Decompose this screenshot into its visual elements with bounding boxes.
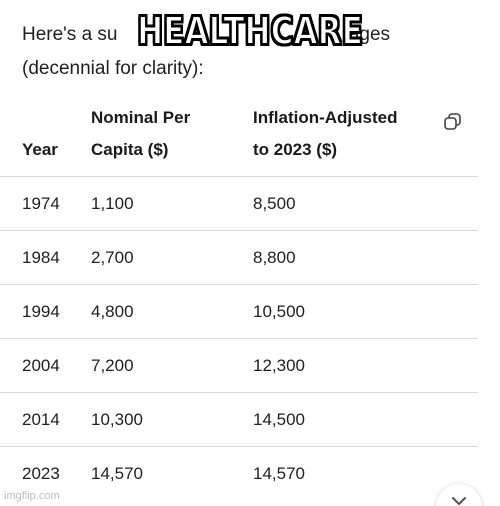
chevron-down-icon bbox=[452, 497, 466, 505]
cell-nominal: 10,300 bbox=[91, 392, 253, 447]
watermark: imgflip.com bbox=[4, 490, 60, 502]
cell-nominal: 7,200 bbox=[91, 338, 253, 393]
cell-nominal: 1,100 bbox=[91, 176, 253, 231]
cell-adjusted: 10,500 bbox=[253, 284, 478, 339]
cell-nominal: 14,570 bbox=[91, 463, 143, 483]
header-year: Year bbox=[0, 94, 91, 177]
header-inflation-adjusted: Inflation-Adjusted to 2023 ($) bbox=[253, 94, 478, 177]
cell-adjusted: 8,800 bbox=[253, 230, 478, 285]
intro-text: Here's a su rages (decennial for clarity)… bbox=[22, 18, 482, 86]
header-nominal: Nominal Per Capita ($) bbox=[91, 94, 253, 177]
cell-adjusted: 12,300 bbox=[253, 338, 478, 393]
scroll-down-button[interactable] bbox=[436, 484, 482, 506]
cell-year: 1994 bbox=[0, 284, 91, 339]
table-row: 2023 14,570 14,570 bbox=[0, 447, 478, 501]
data-table: Year Nominal Per Capita ($) Inflation-Ad… bbox=[0, 94, 478, 500]
cell-adjusted: 8,500 bbox=[253, 176, 478, 231]
cell-year: 2004 bbox=[0, 338, 91, 393]
cell-year: 1984 bbox=[0, 230, 91, 285]
cell-adjusted: 14,500 bbox=[253, 392, 478, 447]
intro-line-2: (decennial for clarity): bbox=[22, 58, 204, 79]
table-row: 1994 4,800 10,500 bbox=[0, 284, 478, 339]
cell-nominal: 4,800 bbox=[91, 284, 253, 339]
table-row: 1974 1,100 8,500 bbox=[0, 176, 478, 231]
table-row: 1984 2,700 8,800 bbox=[0, 230, 478, 285]
table-row: 2004 7,200 12,300 bbox=[0, 338, 478, 393]
table-row: 2014 10,300 14,500 bbox=[0, 392, 478, 447]
cell-year: 1974 bbox=[0, 176, 91, 231]
intro-line-1: Here's a su rages bbox=[22, 24, 391, 45]
healthcare-table: Year Nominal Per Capita ($) Inflation-Ad… bbox=[0, 94, 478, 500]
cell-adjusted: 14,570 bbox=[253, 463, 305, 483]
cell-nominal: 2,700 bbox=[91, 230, 253, 285]
cell-year: 2014 bbox=[0, 392, 91, 447]
cell-year: 2023 bbox=[22, 463, 60, 483]
table-header-row: Year Nominal Per Capita ($) Inflation-Ad… bbox=[0, 94, 478, 177]
